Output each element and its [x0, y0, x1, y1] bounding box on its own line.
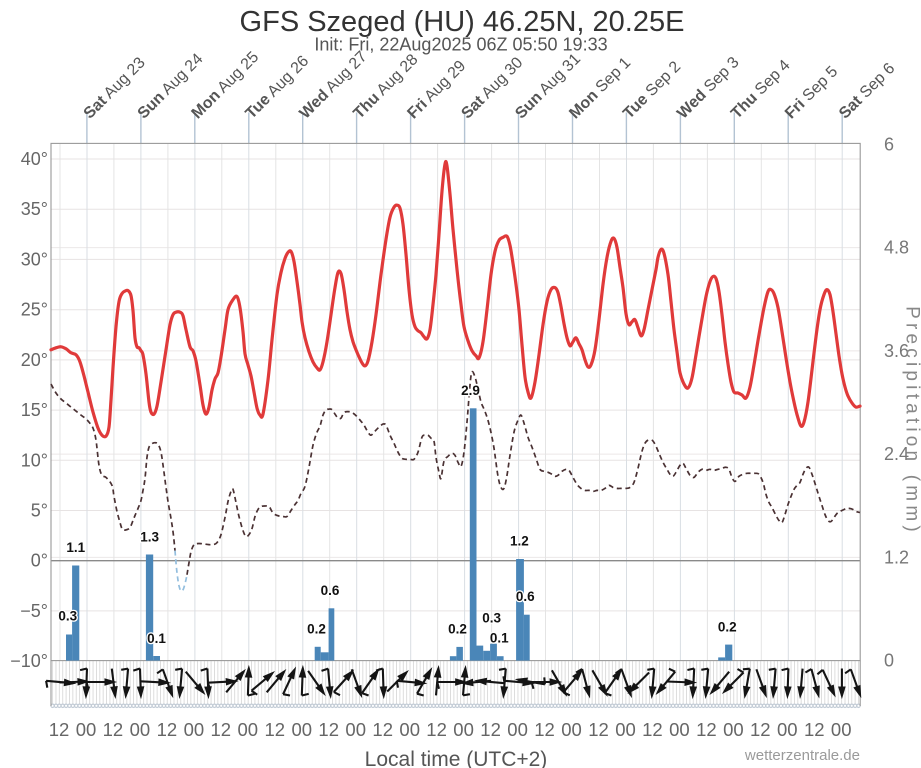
- svg-text:00: 00: [399, 719, 420, 740]
- svg-text:0.3: 0.3: [482, 611, 501, 626]
- svg-text:30°: 30°: [21, 249, 48, 269]
- svg-text:0.6: 0.6: [321, 583, 340, 598]
- svg-text:GFS Szeged (HU) 46.25N, 20.25E: GFS Szeged (HU) 46.25N, 20.25E: [240, 6, 685, 38]
- svg-text:00: 00: [292, 719, 313, 740]
- svg-text:0.6: 0.6: [516, 589, 535, 604]
- svg-text:−5°: −5°: [20, 601, 48, 621]
- svg-text:25°: 25°: [21, 300, 48, 320]
- svg-text:00: 00: [130, 719, 151, 740]
- svg-text:12: 12: [426, 719, 447, 740]
- svg-text:00: 00: [184, 719, 205, 740]
- svg-text:00: 00: [561, 719, 582, 740]
- svg-text:0.1: 0.1: [147, 631, 166, 646]
- svg-text:wetterzentrale.de: wetterzentrale.de: [744, 747, 860, 764]
- svg-text:12: 12: [804, 719, 825, 740]
- svg-text:0: 0: [884, 651, 894, 671]
- svg-text:0.2: 0.2: [307, 622, 326, 637]
- svg-text:Local time (UTC+2): Local time (UTC+2): [365, 748, 548, 768]
- svg-text:00: 00: [615, 719, 636, 740]
- svg-text:12: 12: [588, 719, 609, 740]
- svg-text:12: 12: [103, 719, 124, 740]
- svg-text:00: 00: [507, 719, 528, 740]
- svg-text:00: 00: [238, 719, 259, 740]
- svg-text:00: 00: [777, 719, 798, 740]
- svg-text:12: 12: [49, 719, 70, 740]
- svg-text:4.8: 4.8: [884, 238, 909, 258]
- svg-text:1.2: 1.2: [510, 533, 529, 548]
- svg-text:12: 12: [642, 719, 663, 740]
- svg-text:6: 6: [884, 134, 894, 154]
- svg-text:35°: 35°: [21, 199, 48, 219]
- svg-text:12: 12: [372, 719, 393, 740]
- svg-text:00: 00: [831, 719, 852, 740]
- svg-text:00: 00: [669, 719, 690, 740]
- svg-text:00: 00: [723, 719, 744, 740]
- svg-text:0°: 0°: [31, 551, 48, 571]
- svg-text:12: 12: [265, 719, 286, 740]
- svg-text:2.4: 2.4: [884, 444, 909, 464]
- svg-text:40°: 40°: [21, 149, 48, 169]
- svg-text:00: 00: [76, 719, 97, 740]
- svg-text:0.2: 0.2: [448, 622, 467, 637]
- svg-text:12: 12: [157, 719, 178, 740]
- svg-text:00: 00: [453, 719, 474, 740]
- svg-text:3.6: 3.6: [884, 341, 909, 361]
- svg-text:5°: 5°: [31, 501, 48, 521]
- svg-text:1.2: 1.2: [884, 547, 909, 567]
- svg-text:1.3: 1.3: [140, 529, 159, 544]
- svg-text:00: 00: [345, 719, 366, 740]
- svg-text:0.2: 0.2: [718, 620, 737, 635]
- svg-text:−10°: −10°: [10, 651, 48, 671]
- svg-text:Precipitation (mm): Precipitation (mm): [902, 306, 921, 536]
- svg-text:15°: 15°: [21, 400, 48, 420]
- svg-text:2.9: 2.9: [461, 383, 480, 398]
- svg-text:12: 12: [318, 719, 339, 740]
- svg-text:12: 12: [750, 719, 771, 740]
- svg-text:1.1: 1.1: [66, 540, 85, 555]
- svg-text:0.1: 0.1: [490, 630, 509, 645]
- svg-text:12: 12: [696, 719, 717, 740]
- svg-text:10°: 10°: [21, 450, 48, 470]
- svg-text:12: 12: [534, 719, 555, 740]
- svg-text:Init: Fri, 22Aug2025 06Z 05:50: Init: Fri, 22Aug2025 06Z 05:50 19:33: [314, 35, 607, 55]
- svg-text:12: 12: [480, 719, 501, 740]
- svg-text:12: 12: [211, 719, 232, 740]
- svg-text:20°: 20°: [21, 350, 48, 370]
- svg-text:0.3: 0.3: [58, 609, 77, 624]
